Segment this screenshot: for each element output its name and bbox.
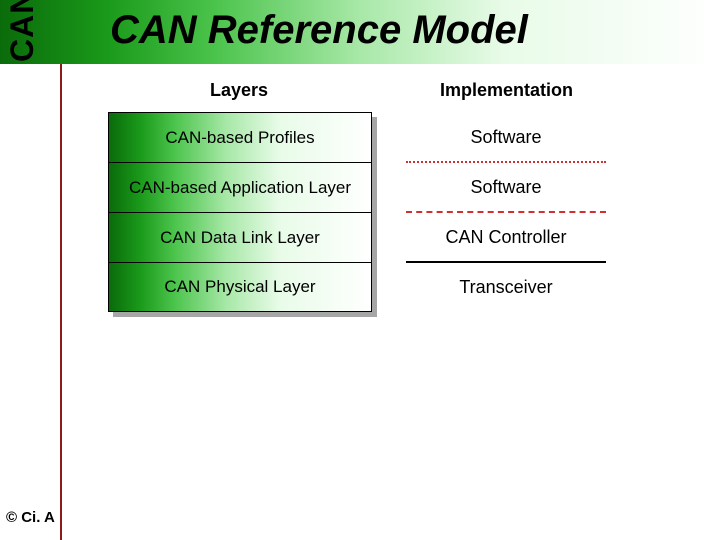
impl-cell: Software (406, 112, 606, 162)
layer-cell: CAN-based Profiles (108, 112, 372, 162)
impl-label: Transceiver (459, 277, 552, 298)
implementation-column-header: Implementation (440, 80, 573, 101)
impl-label: Software (470, 127, 541, 148)
impl-cell: Software (406, 162, 606, 212)
implementation-stack: Software Software CAN Controller Transce… (406, 112, 606, 312)
page-title: CAN Reference Model (110, 8, 528, 53)
impl-label: CAN Controller (445, 227, 566, 248)
layer-cell: CAN Data Link Layer (108, 212, 372, 262)
side-label-can: CAN (4, 0, 41, 62)
impl-cell: CAN Controller (406, 212, 606, 262)
layer-cell: CAN Physical Layer (108, 262, 372, 312)
layers-column-header: Layers (210, 80, 268, 101)
header-gradient-bar: CAN CAN Reference Model (0, 0, 720, 64)
vertical-separator (60, 64, 62, 540)
impl-cell: Transceiver (406, 262, 606, 312)
layers-stack: CAN-based Profiles CAN-based Application… (108, 112, 372, 312)
layer-cell: CAN-based Application Layer (108, 162, 372, 212)
copyright: © Ci. A (6, 509, 55, 526)
impl-label: Software (470, 177, 541, 198)
